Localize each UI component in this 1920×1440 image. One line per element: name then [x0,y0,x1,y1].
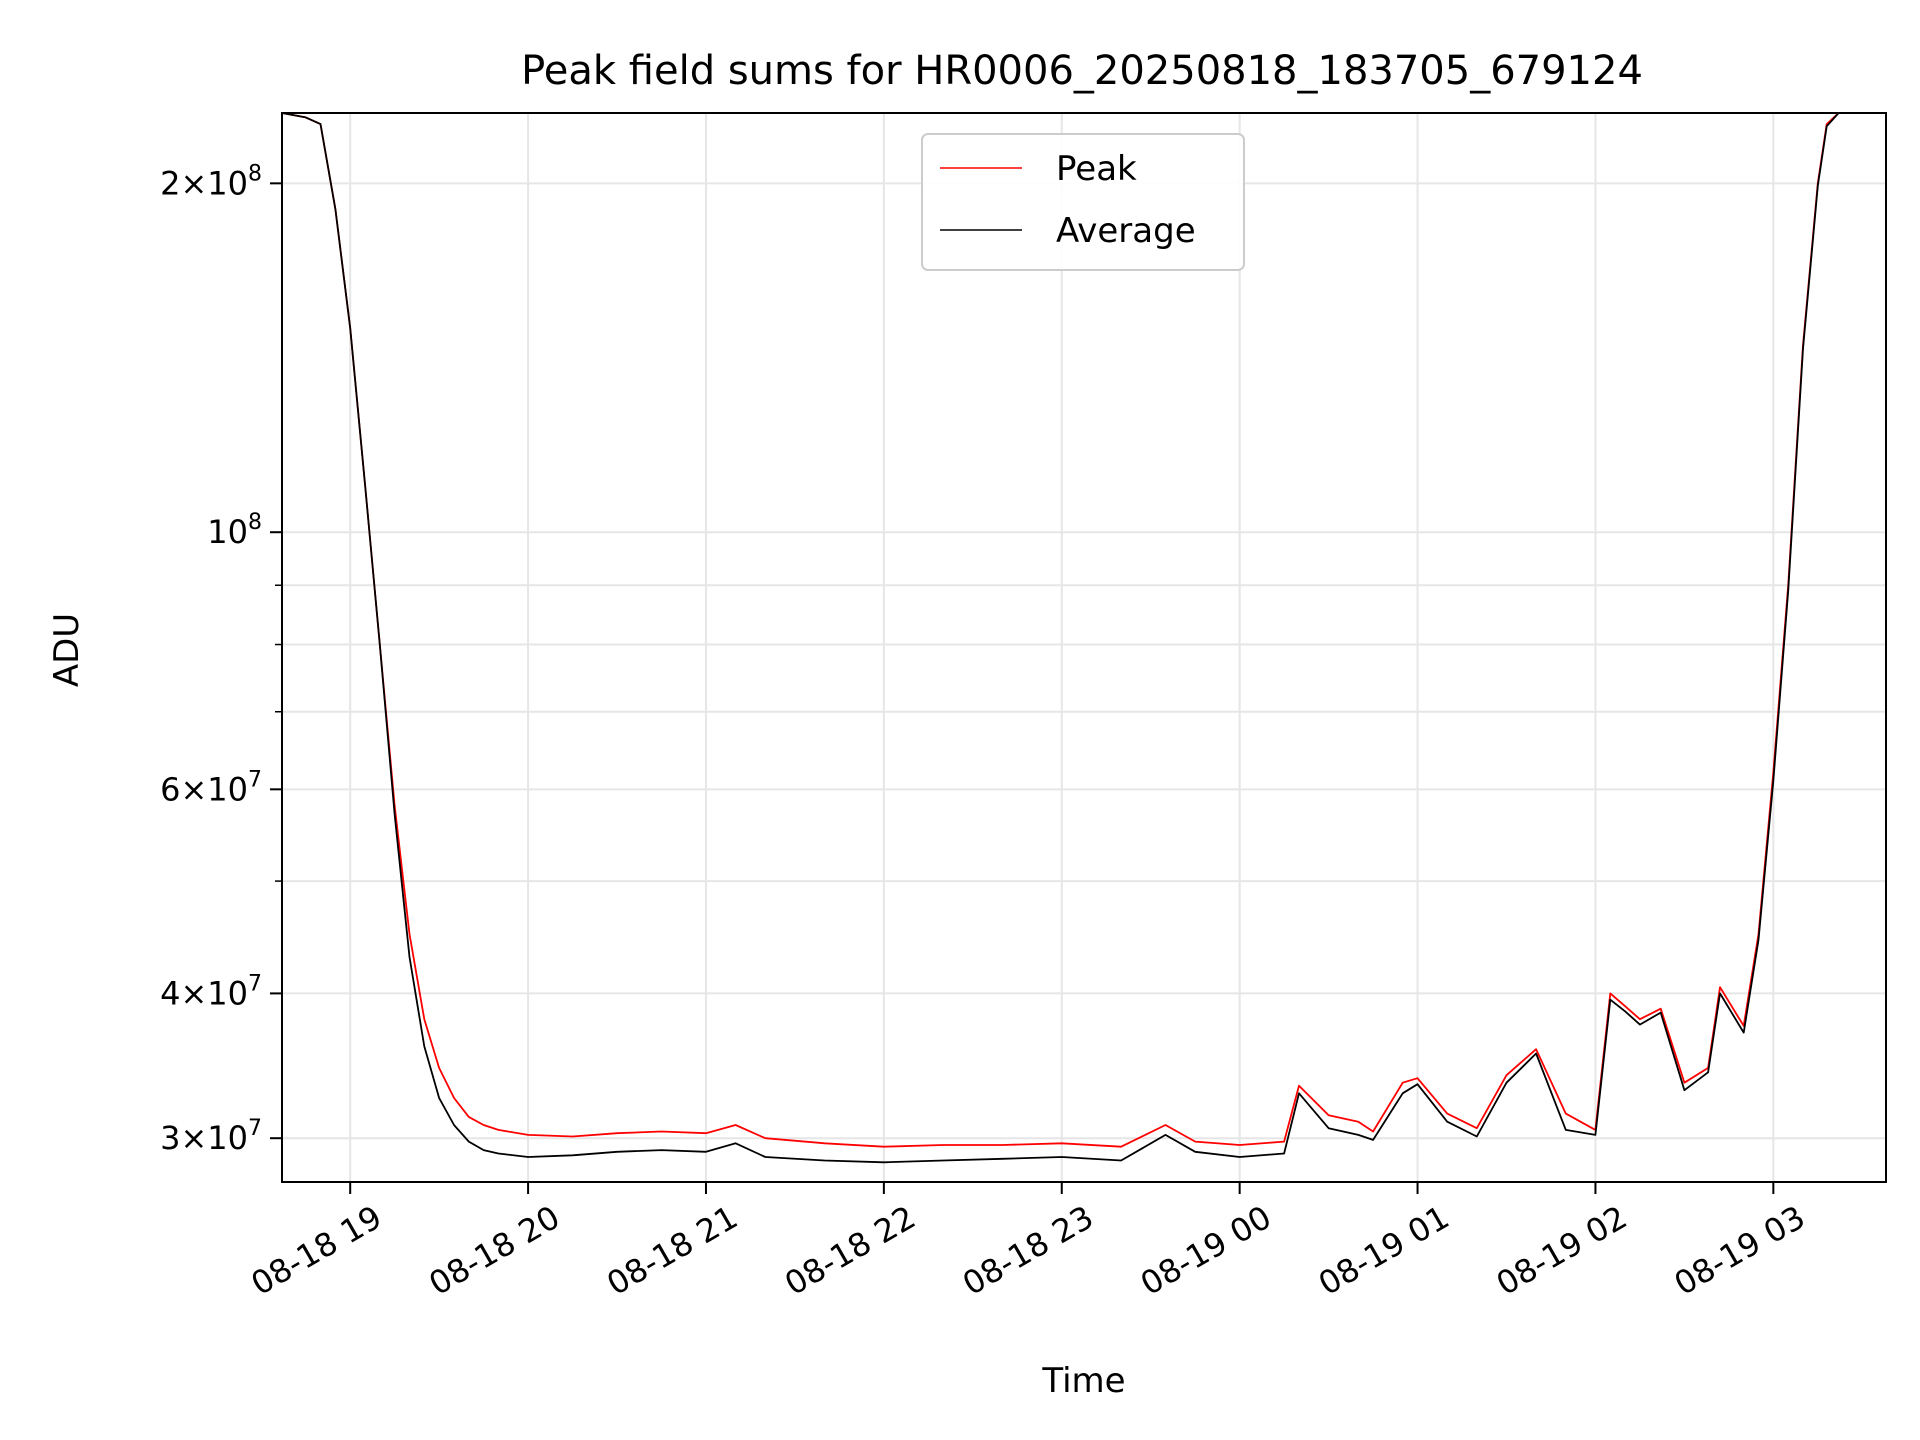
legend-label-average: Average [1056,211,1196,251]
y-axis-title: ADU [47,613,87,687]
series-layer [281,112,1840,1164]
y-tick-label: 4×107 [160,971,262,1012]
legend: Peak Average [921,133,1245,271]
y-tick-label: 6×107 [160,767,262,808]
y-tick-label: 3×107 [160,1116,262,1157]
grid [282,113,1886,1182]
y-tick-exponent: 7 [248,767,262,792]
y-tick-exponent: 7 [248,971,262,996]
y-tick-label: 2×108 [160,161,262,202]
series-line-average [281,112,1840,1164]
y-tick-exponent: 8 [248,510,262,535]
y-tick-exponent: 8 [248,161,262,186]
chart-title: Peak field sums for HR0006_20250818_1837… [521,48,1643,94]
legend-label-peak: Peak [1056,149,1137,189]
plot-frame [281,112,1887,1183]
x-axis-title: Time [1041,1361,1125,1401]
y-tick-exponent: 7 [248,1116,262,1141]
series-line-peak [281,112,1840,1148]
